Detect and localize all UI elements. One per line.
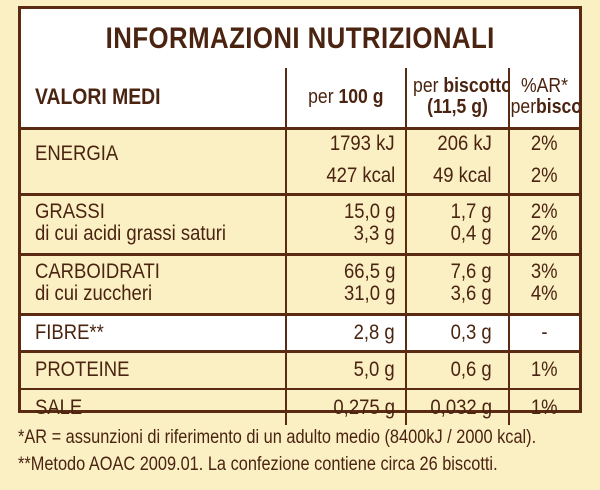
value-energia-kj-biscotto: 206 kJ bbox=[405, 126, 509, 165]
label-carboidrati: CARBOIDRATI bbox=[21, 252, 286, 283]
value-grassi-ar: 2% bbox=[508, 192, 579, 223]
header-ar-bold: biscotto bbox=[536, 96, 579, 119]
value-energia-kcal-100g: 427 kcal bbox=[285, 164, 406, 194]
value-fibre-biscotto: 0,3 g bbox=[405, 312, 509, 351]
value-grassi-saturi-100g: 3,3 g bbox=[285, 222, 406, 254]
value-sale-100g: 0,275 g bbox=[285, 388, 406, 425]
header-per-biscotto: per biscotto (11,5 g) bbox=[405, 68, 509, 128]
header-per-biscotto-prefix: per bbox=[413, 75, 439, 98]
row-zuccheri: di cui zuccheri 31,0 g 3,6 g 4% bbox=[21, 282, 579, 314]
row-fibre: FIBRE** 2,8 g 0,3 g - bbox=[21, 312, 579, 351]
label-grassi-saturi: di cui acidi grassi saturi bbox=[35, 222, 227, 245]
value-zuccheri-100g: 31,0 g bbox=[285, 282, 406, 314]
value-carboidrati-ar: 3% bbox=[508, 252, 579, 283]
value-energia-kj-ar: 2% bbox=[508, 126, 579, 165]
value-proteine-ar: 1% bbox=[508, 349, 579, 389]
nutrition-table: VALORI MEDI per 100 g per biscotto (11,5… bbox=[21, 68, 579, 425]
header-valori-medi: VALORI MEDI bbox=[21, 68, 286, 128]
row-grassi: GRASSI 15,0 g 1,7 g 2% bbox=[21, 192, 579, 223]
table-title: INFORMAZIONI NUTRIZIONALI bbox=[105, 21, 495, 55]
value-sale-ar: 1% bbox=[508, 388, 579, 425]
footnote-ar: *AR = assunzioni di riferimento di un ad… bbox=[18, 427, 537, 448]
value-carboidrati-biscotto: 7,6 g bbox=[405, 252, 509, 283]
value-grassi-saturi-biscotto: 0,4 g bbox=[405, 222, 509, 254]
header-per-biscotto-bold: biscotto bbox=[443, 75, 509, 98]
header-ar-label: %AR* bbox=[521, 75, 568, 98]
value-fibre-100g: 2,8 g bbox=[285, 312, 406, 351]
header-ar-prefix: per bbox=[510, 96, 537, 119]
row-proteine: PROTEINE 5,0 g 0,6 g 1% bbox=[21, 349, 579, 389]
label-fibre: FIBRE** bbox=[21, 312, 286, 351]
label-proteine: PROTEINE bbox=[21, 349, 286, 389]
header-per-biscotto-weight: (11,5 g) bbox=[427, 96, 488, 119]
header-per-100g-prefix: per bbox=[308, 86, 334, 109]
value-grassi-saturi-ar: 2% bbox=[508, 222, 579, 254]
value-energia-kj-100g: 1793 kJ bbox=[285, 126, 406, 165]
row-energia: ENERGIA 1793 kJ 206 kJ 2% bbox=[21, 126, 579, 165]
header-row: VALORI MEDI per 100 g per biscotto (11,5… bbox=[21, 68, 579, 128]
label-grassi: GRASSI bbox=[21, 192, 286, 223]
nutrition-table-card: INFORMAZIONI NUTRIZIONALI VALORI MEDI pe… bbox=[18, 6, 582, 425]
label-zuccheri: di cui zuccheri bbox=[35, 282, 153, 305]
value-grassi-100g: 15,0 g bbox=[285, 192, 406, 223]
header-per-100g: per 100 g bbox=[285, 68, 406, 128]
label-sale: SALE bbox=[21, 388, 286, 425]
value-grassi-biscotto: 1,7 g bbox=[405, 192, 509, 223]
value-energia-kcal-ar: 2% bbox=[508, 164, 579, 194]
label-energia: ENERGIA bbox=[21, 126, 286, 165]
value-energia-kcal-biscotto: 49 kcal bbox=[405, 164, 509, 194]
label-energia-kcal bbox=[21, 165, 286, 195]
row-carboidrati: CARBOIDRATI 66,5 g 7,6 g 3% bbox=[21, 252, 579, 283]
row-energia-kcal: 427 kcal 49 kcal 2% bbox=[21, 164, 579, 195]
row-sale: SALE 0,275 g 0,032 g 1% bbox=[21, 388, 579, 425]
value-sale-biscotto: 0,032 g bbox=[405, 388, 509, 425]
title-bar: INFORMAZIONI NUTRIZIONALI bbox=[21, 9, 579, 71]
value-fibre-ar: - bbox=[508, 312, 579, 351]
value-zuccheri-biscotto: 3,6 g bbox=[405, 282, 509, 314]
value-carboidrati-100g: 66,5 g bbox=[285, 252, 406, 283]
row-grassi-saturi: di cui acidi grassi saturi 3,3 g 0,4 g 2… bbox=[21, 222, 579, 254]
footnote-metodo: **Metodo AOAC 2009.01. La confezione con… bbox=[18, 454, 498, 475]
value-proteine-biscotto: 0,6 g bbox=[405, 349, 509, 389]
header-per-100g-bold: 100 g bbox=[338, 86, 384, 109]
value-zuccheri-ar: 4% bbox=[508, 282, 579, 314]
value-proteine-100g: 5,0 g bbox=[285, 349, 406, 389]
